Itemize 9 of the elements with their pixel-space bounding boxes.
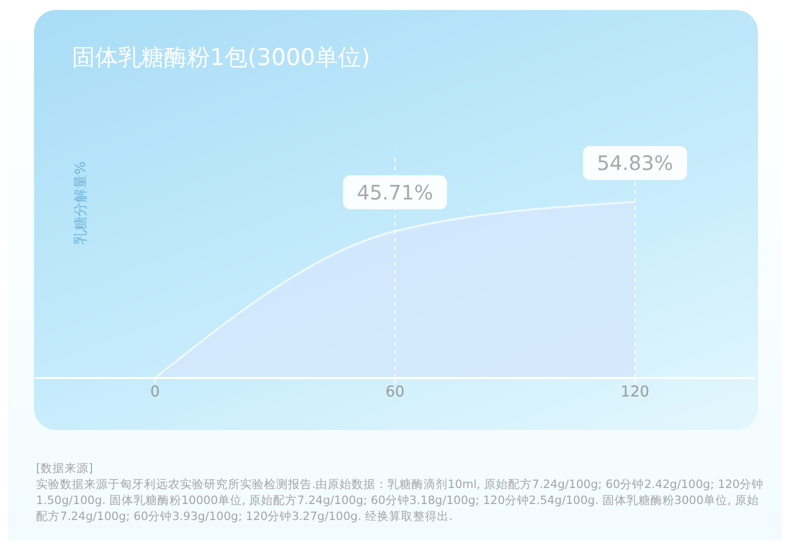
text: [数据来源]: [36, 460, 94, 476]
chart-title: 固体乳糖酶粉1包(3000单位): [72, 44, 370, 73]
y-axis-title: 乳糖分解量%: [73, 161, 89, 245]
x-tick-label: 0: [150, 382, 160, 401]
data-label: 45.71%: [356, 180, 434, 204]
x-tick-label: 60: [385, 382, 405, 401]
data-label: 54.83%: [596, 151, 674, 175]
x-tick-label: 120: [620, 382, 650, 401]
text: 实验数据来源于匈牙利远农实验研究所实验检测报告.由原始数据：乳糖酶滴剂10ml, 原始配方7.24g/100g; 60分钟2.42g/100g; 120分钟1.50g/100g. 固体乳糖酶粉10000单位, 原始配方7.24g/100g; 60分钟3.18g/100g; 120分钟2.54g/100g. 固体乳糖酶粉3000单位, 原始配方7.24g/100g; 60分钟3.93g/100g; 120分钟3.27g/100g. 经换算取整得出.: [36, 476, 765, 524]
